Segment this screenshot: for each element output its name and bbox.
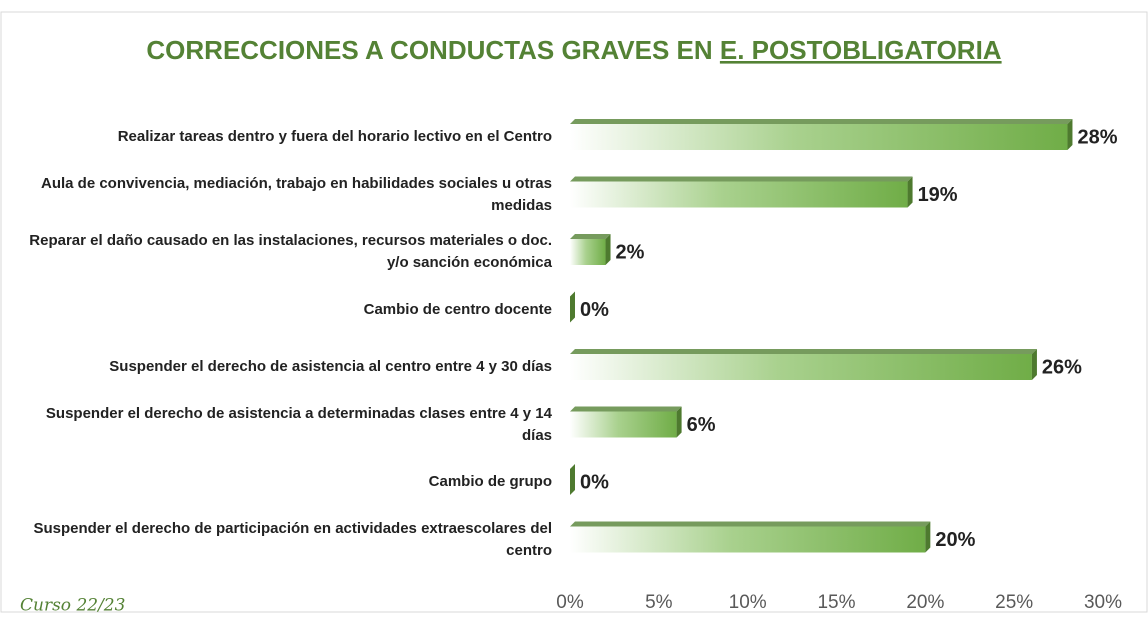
x-tick-label: 0%	[556, 592, 584, 613]
value-label: 6%	[687, 414, 716, 436]
value-label: 0%	[580, 299, 609, 321]
y-tick-label: Suspender el derecho de participación en…	[33, 519, 552, 559]
title-underlined: E. POSTOBLIGATORIA	[720, 35, 1002, 65]
bar-face	[570, 239, 606, 265]
bar-face	[570, 181, 908, 208]
value-label: 28%	[1077, 126, 1117, 148]
x-tick-label: 15%	[817, 592, 855, 613]
y-tick-label: Cambio de centro docente	[363, 300, 552, 318]
title-main: CORRECCIONES A CONDUCTAS GRAVES EN	[146, 35, 712, 65]
bar-end	[570, 464, 575, 495]
bar-top	[570, 349, 1037, 354]
bar-end	[676, 406, 682, 438]
bar-face	[570, 354, 1032, 380]
bar	[570, 176, 913, 208]
bar-top	[570, 176, 913, 182]
x-tick-label: 5%	[645, 592, 673, 613]
bar-end	[570, 291, 575, 323]
bar-top	[570, 119, 1073, 124]
y-tick-label: Suspender el derecho de asistencia a det…	[45, 404, 552, 444]
x-tick-label: 10%	[729, 592, 767, 613]
chart-title: CORRECCIONES A CONDUCTAS GRAVES EN E. PO…	[146, 35, 1001, 65]
value-label: 26%	[1042, 356, 1082, 378]
bar	[570, 119, 1073, 150]
y-tick-label: Cambio de grupo	[428, 473, 552, 490]
bar-end	[605, 234, 611, 265]
bar-face	[570, 124, 1068, 150]
bar	[570, 349, 1037, 380]
frame	[0, 11, 1148, 613]
bar	[570, 291, 575, 323]
x-tick-label: 20%	[906, 592, 944, 613]
y-tick-label: Reparar el daño causado en las instalaci…	[29, 232, 552, 271]
x-tick-label: 25%	[995, 592, 1033, 613]
bar-face	[570, 411, 677, 438]
value-label: 20%	[935, 529, 975, 551]
bar	[570, 521, 931, 553]
bar	[570, 234, 611, 265]
value-label: 2%	[616, 241, 645, 263]
y-tick-label: Aula de convivencia, mediación, trabajo …	[40, 174, 552, 214]
y-tick-label: Suspender el derecho de asistencia al ce…	[109, 358, 552, 375]
bar-end	[925, 521, 931, 553]
bar-face	[570, 526, 926, 553]
bar	[570, 406, 682, 438]
bar	[570, 464, 575, 495]
value-label: 19%	[918, 184, 958, 206]
y-tick-label: Realizar tareas dentro y fuera del horar…	[117, 128, 552, 145]
bar-top	[570, 406, 682, 412]
bar-end	[907, 176, 913, 208]
x-tick-label: 30%	[1084, 592, 1122, 613]
bar-top	[570, 234, 611, 239]
annotation: Curso 22/23	[20, 596, 125, 616]
value-label: 0%	[580, 471, 609, 493]
bar-top	[570, 521, 931, 527]
bar-end	[1067, 119, 1073, 150]
bar-end	[1031, 349, 1037, 380]
